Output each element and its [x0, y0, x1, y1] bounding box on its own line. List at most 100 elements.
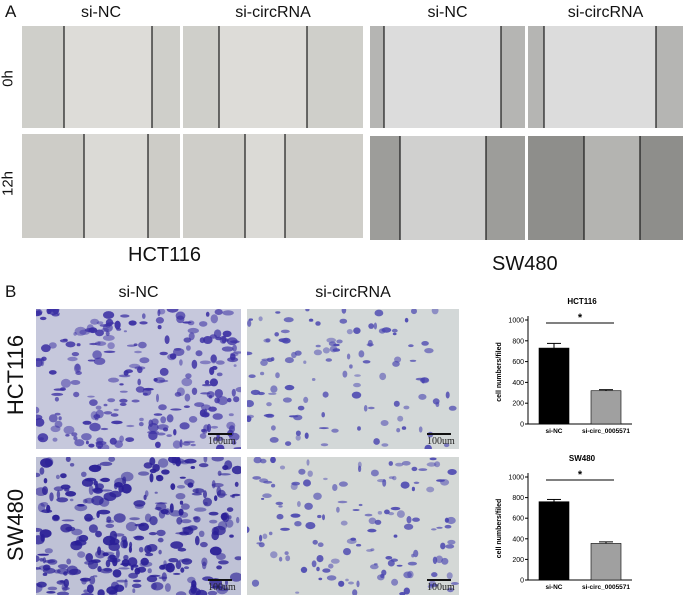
stained-cell: [368, 517, 377, 525]
stained-cell: [284, 551, 289, 555]
stained-cell: [445, 391, 450, 399]
stained-cell: [114, 320, 121, 330]
stained-cell: [168, 558, 179, 563]
stained-cell: [407, 570, 414, 579]
stained-cell: [139, 561, 153, 567]
stained-cell: [103, 411, 113, 415]
stained-cell: [160, 416, 167, 424]
stained-cell: [71, 352, 80, 357]
stained-cell: [166, 434, 172, 437]
stained-cell: [106, 516, 112, 523]
stained-cell: [424, 444, 432, 449]
stained-cell: [155, 317, 164, 324]
stained-cell: [96, 321, 104, 325]
scratch-image-sw-sinc-0h: [370, 26, 525, 128]
stained-cell: [112, 557, 118, 567]
stained-cell: [373, 438, 380, 445]
stained-cell: [119, 402, 127, 406]
stained-cell: [131, 583, 142, 588]
stained-cell: [161, 572, 167, 582]
stained-cell: [428, 583, 439, 587]
stained-cell: [156, 529, 166, 537]
stained-cell: [56, 497, 69, 503]
stained-cell: [88, 485, 94, 495]
stained-cell: [291, 481, 300, 486]
stained-cell: [247, 400, 254, 408]
stained-cell: [97, 509, 111, 515]
stained-cell: [175, 591, 187, 595]
stained-cell: [109, 490, 122, 498]
stained-cell: [404, 317, 409, 323]
stained-cell: [155, 441, 161, 448]
scratch-image-sw-sicirc-12h: [528, 136, 683, 240]
stained-cell: [174, 392, 182, 397]
stained-cell: [36, 567, 41, 570]
stained-cell: [73, 332, 77, 336]
stained-cell: [336, 339, 343, 344]
stained-cell: [388, 512, 395, 516]
stained-cell: [222, 310, 234, 316]
stained-cell: [322, 391, 329, 398]
stained-cell: [124, 578, 128, 588]
stained-cell: [74, 363, 81, 373]
stained-cell: [54, 420, 63, 428]
stained-cell: [326, 575, 337, 581]
stained-cell: [322, 347, 330, 354]
stained-cell: [317, 542, 324, 547]
stained-cell: [183, 405, 190, 408]
stained-cell: [38, 565, 50, 571]
stained-cell: [258, 316, 263, 322]
stained-cell: [284, 357, 294, 364]
stained-cell: [377, 511, 383, 515]
stained-cell: [248, 318, 253, 321]
stained-cell: [210, 354, 217, 363]
stained-cell: [164, 508, 171, 516]
stained-cell: [154, 502, 168, 505]
stained-cell: [61, 519, 75, 522]
stained-cell: [411, 486, 415, 492]
scale-bar-label: 100um: [208, 436, 236, 447]
stained-cell: [318, 577, 323, 581]
stained-cell: [148, 532, 157, 536]
stained-cell: [95, 329, 104, 337]
stained-cell: [346, 329, 353, 335]
stained-cell: [275, 501, 284, 506]
stained-cell: [142, 392, 148, 396]
stained-cell: [210, 425, 219, 429]
stained-cell: [93, 480, 98, 486]
stained-cell: [259, 534, 263, 542]
stained-cell: [157, 537, 164, 543]
stained-cell: [418, 426, 423, 433]
stained-cell: [192, 516, 199, 520]
stained-cell: [170, 541, 184, 549]
stained-cell: [195, 589, 208, 595]
stained-cell: [216, 489, 226, 498]
stained-cell: [217, 521, 228, 531]
col-label-b-si-nc: si-NC: [118, 284, 159, 301]
stained-cell: [280, 527, 290, 531]
chart-title: SW480: [569, 454, 596, 463]
stained-cell: [226, 421, 236, 430]
stained-cell: [390, 558, 398, 562]
stained-cell: [54, 412, 61, 416]
stained-cell: [138, 422, 144, 427]
stained-cell: [250, 389, 261, 395]
col-label-sw-si-nc: si-NC: [427, 4, 468, 21]
stained-cell: [139, 321, 148, 325]
stained-cell: [93, 357, 106, 365]
stained-cell: [406, 516, 412, 524]
stained-cell: [169, 510, 182, 517]
stained-cell: [312, 539, 318, 545]
stained-cell: [274, 332, 279, 337]
stained-cell: [36, 555, 40, 562]
stained-cell: [74, 439, 85, 447]
stained-cell: [201, 428, 206, 433]
stained-cell: [57, 568, 69, 575]
stained-cell: [330, 558, 340, 564]
stained-cell: [102, 334, 115, 341]
stained-cell: [306, 459, 310, 466]
stained-cell: [179, 500, 184, 505]
stained-cell: [226, 507, 234, 512]
stained-cell: [418, 393, 427, 400]
stained-cell: [180, 519, 192, 524]
